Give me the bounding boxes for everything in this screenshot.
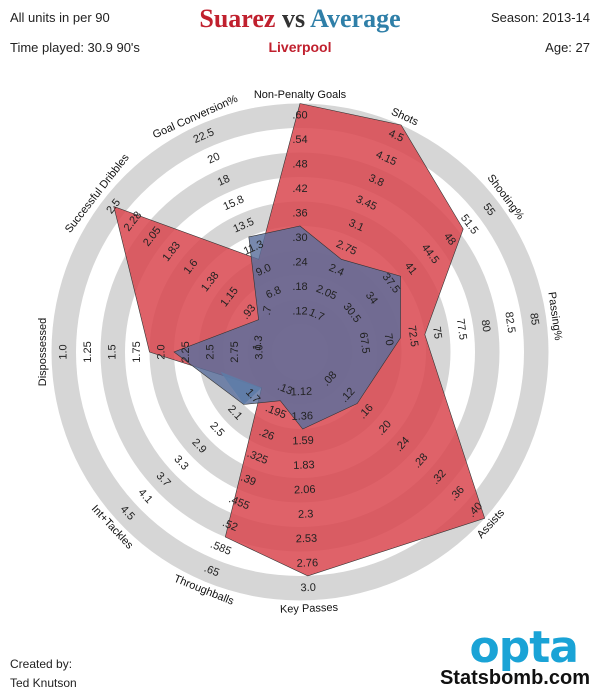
- tick-label: .30: [292, 232, 307, 244]
- team-name: Liverpool: [268, 39, 332, 55]
- tick-label: 2.06: [294, 484, 316, 497]
- tick-label: 3.0: [300, 582, 316, 595]
- tick-label: 1.83: [293, 459, 315, 472]
- axis-label: Passing%: [545, 291, 564, 341]
- tick-label: .39: [239, 472, 258, 489]
- tick-label: 1.7: [307, 307, 326, 324]
- tick-label: .12: [292, 306, 307, 318]
- author-name: Ted Knutson: [10, 676, 77, 690]
- tick-label: 3.8: [367, 172, 386, 189]
- tick-label: 1.0: [58, 344, 70, 359]
- tick-label: 2.0: [156, 344, 168, 359]
- tick-label: 1.5: [107, 344, 119, 359]
- tick-label: .52: [221, 517, 240, 534]
- site-link[interactable]: Statsbomb.com: [439, 667, 590, 689]
- opta-logo: opta: [469, 622, 579, 673]
- tick-label: 41: [402, 260, 419, 277]
- tick-label: 2.3: [298, 508, 314, 521]
- tick-label: 2.5: [205, 344, 217, 359]
- tick-label: 18: [216, 173, 232, 189]
- tick-label: 34: [363, 290, 380, 307]
- age: Age: 27: [545, 40, 590, 55]
- tick-label: 2.25: [180, 341, 192, 362]
- tick-label: .18: [292, 281, 307, 293]
- tick-label: 4.5: [387, 128, 406, 145]
- title-vs: vs: [281, 4, 306, 33]
- tick-label: .54: [292, 134, 307, 146]
- tick-label: 67.5: [357, 332, 372, 355]
- tick-label: 55: [480, 201, 497, 218]
- tick-label: 80: [479, 319, 493, 333]
- tick-label: 1.75: [131, 341, 143, 362]
- tick-label: 2.4: [327, 262, 346, 279]
- tick-label: 82.5: [502, 311, 517, 334]
- axis-label: Key Passes: [280, 602, 339, 616]
- created-by-label: Created by:: [10, 657, 73, 671]
- tick-label: 3.0: [254, 344, 266, 359]
- tick-label: 2.75: [229, 341, 241, 362]
- tick-label: .42: [292, 183, 307, 195]
- tick-label: .65: [202, 562, 221, 579]
- tick-label: .26: [257, 426, 276, 443]
- chart-title: Suarez vs Average: [0, 4, 600, 34]
- season: Season: 2013-14: [490, 10, 590, 25]
- title-player: Suarez: [199, 4, 276, 33]
- tick-label: 20: [206, 151, 222, 167]
- tick-label: 72.5: [405, 325, 420, 348]
- tick-label: 85: [527, 312, 541, 326]
- tick-label: .48: [292, 159, 307, 171]
- tick-label: 75: [430, 326, 444, 340]
- tick-label: 1.59: [292, 435, 314, 448]
- tick-label: 6.8: [264, 284, 283, 301]
- tick-label: 1.12: [290, 386, 312, 399]
- series-average-area: [173, 225, 401, 430]
- tick-label: .13: [276, 381, 295, 398]
- tick-label: 2.53: [296, 533, 318, 546]
- tick-label: 77.5: [454, 318, 469, 341]
- tick-label: .60: [292, 110, 307, 122]
- tick-label: 70: [382, 333, 396, 347]
- tick-label: .24: [292, 257, 307, 269]
- tick-label: 3.1: [347, 217, 366, 234]
- time-played: Time played: 30.9 90's: [10, 40, 140, 55]
- tick-label: 1.36: [291, 410, 313, 423]
- title-comparison: Average: [310, 4, 401, 33]
- tick-label: .36: [292, 208, 307, 220]
- tick-label: 9.0: [254, 262, 273, 279]
- tick-label: 48: [441, 231, 458, 248]
- axis-label: Dispossessed: [37, 318, 49, 386]
- tick-label: 1.3: [251, 335, 265, 352]
- axis-label: Non-Penalty Goals: [254, 89, 347, 101]
- units-note: All units in per 90: [10, 10, 110, 25]
- tick-label: .7: [261, 305, 274, 316]
- tick-label: 1.25: [82, 341, 94, 362]
- tick-label: 2.76: [296, 557, 318, 570]
